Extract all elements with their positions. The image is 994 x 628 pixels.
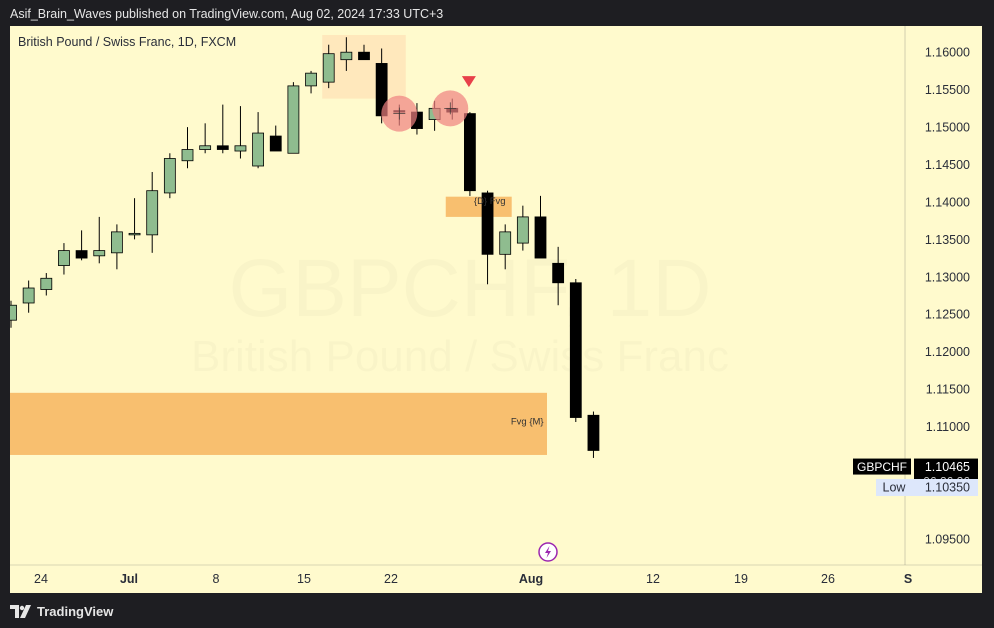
last-price-value: 1.10465 bbox=[925, 460, 970, 474]
x-tick-label: Aug bbox=[519, 572, 543, 586]
candle-body bbox=[58, 250, 70, 266]
candle-body bbox=[40, 277, 53, 290]
fvg-zone bbox=[322, 34, 406, 99]
x-tick-label: 12 bbox=[646, 572, 660, 586]
x-tick-label: 24 bbox=[34, 572, 48, 586]
candle-body bbox=[216, 145, 229, 150]
candle-body bbox=[234, 145, 247, 152]
brand-name: TradingView bbox=[37, 603, 114, 619]
candle-body bbox=[340, 51, 353, 61]
candle-body bbox=[111, 231, 123, 254]
lightning-glyph bbox=[545, 546, 551, 558]
candle-body bbox=[181, 149, 194, 162]
candle-body bbox=[199, 145, 212, 150]
symbol-tag-label: GBPCHF bbox=[857, 460, 907, 474]
candle-body bbox=[499, 231, 512, 255]
y-tick-label: 1.14500 bbox=[925, 158, 970, 172]
candle-body bbox=[22, 287, 35, 304]
candle-body bbox=[10, 304, 17, 321]
y-tick-label: 1.12000 bbox=[925, 345, 970, 359]
candle-body bbox=[93, 250, 106, 257]
candle-body bbox=[128, 232, 141, 236]
y-tick-label: 1.15000 bbox=[925, 121, 970, 135]
publisher-line: Asif_Brain_Waves published on TradingVie… bbox=[10, 7, 444, 21]
tradingview-icon bbox=[10, 604, 31, 618]
candle-body bbox=[516, 216, 529, 244]
chart-area[interactable]: GBPCHF, 1D British Pound / Swiss Franc {D}… bbox=[10, 26, 982, 593]
x-tick-label: 22 bbox=[384, 572, 398, 586]
candle-body bbox=[463, 113, 476, 192]
low-label: Low bbox=[883, 481, 907, 495]
candle-body bbox=[252, 132, 265, 167]
y-tick-label: 1.15500 bbox=[925, 83, 970, 97]
y-tick-label: 1.13500 bbox=[925, 233, 970, 247]
x-tick-label: 15 bbox=[297, 572, 311, 586]
y-tick-label: 1.09500 bbox=[925, 532, 970, 546]
x-tick-label: 8 bbox=[213, 572, 220, 586]
candle-body bbox=[587, 414, 600, 451]
candle-body bbox=[552, 262, 565, 284]
candle-body bbox=[146, 190, 159, 236]
candle-body bbox=[305, 72, 317, 87]
chart-legend-title: British Pound / Swiss Franc, 1D, FXCM bbox=[18, 35, 236, 49]
symbol-tag bbox=[853, 458, 911, 475]
y-tick-label: 1.16000 bbox=[925, 46, 970, 60]
candle-body bbox=[534, 216, 547, 259]
y-tick-label: 1.13000 bbox=[925, 270, 970, 284]
y-tick-label: 1.11500 bbox=[926, 383, 970, 397]
candle-body bbox=[75, 250, 88, 259]
watermark-name: British Pound / Swiss Franc bbox=[191, 332, 729, 381]
candle-body bbox=[569, 282, 582, 418]
fvg-zone bbox=[10, 392, 547, 455]
y-tick-label: 1.14000 bbox=[925, 195, 970, 209]
candle-body bbox=[481, 192, 494, 255]
candle-body bbox=[358, 51, 370, 61]
candle-body bbox=[269, 135, 282, 152]
fvg-label: {D} Fvg bbox=[474, 196, 506, 207]
x-tick-label: 19 bbox=[734, 572, 748, 586]
candle-body bbox=[322, 53, 335, 83]
y-tick-label: 1.11000 bbox=[926, 420, 970, 434]
fvg-label: Fvg {M} bbox=[511, 416, 544, 427]
sell-arrow-icon bbox=[461, 76, 476, 88]
tradingview-logo[interactable]: TradingView bbox=[10, 602, 113, 620]
fvg-zone bbox=[445, 196, 512, 217]
x-tick-label: 26 bbox=[821, 572, 835, 586]
candle-body bbox=[163, 158, 176, 194]
low-price-tag bbox=[876, 479, 978, 496]
candle-body bbox=[287, 85, 300, 154]
x-tick-label: Jul bbox=[120, 572, 138, 586]
watermark-symbol: GBPCHF, 1D bbox=[229, 243, 712, 334]
y-tick-label: 1.12500 bbox=[925, 308, 970, 322]
x-tick-label: S bbox=[904, 572, 912, 586]
low-value: 1.10350 bbox=[925, 481, 970, 495]
